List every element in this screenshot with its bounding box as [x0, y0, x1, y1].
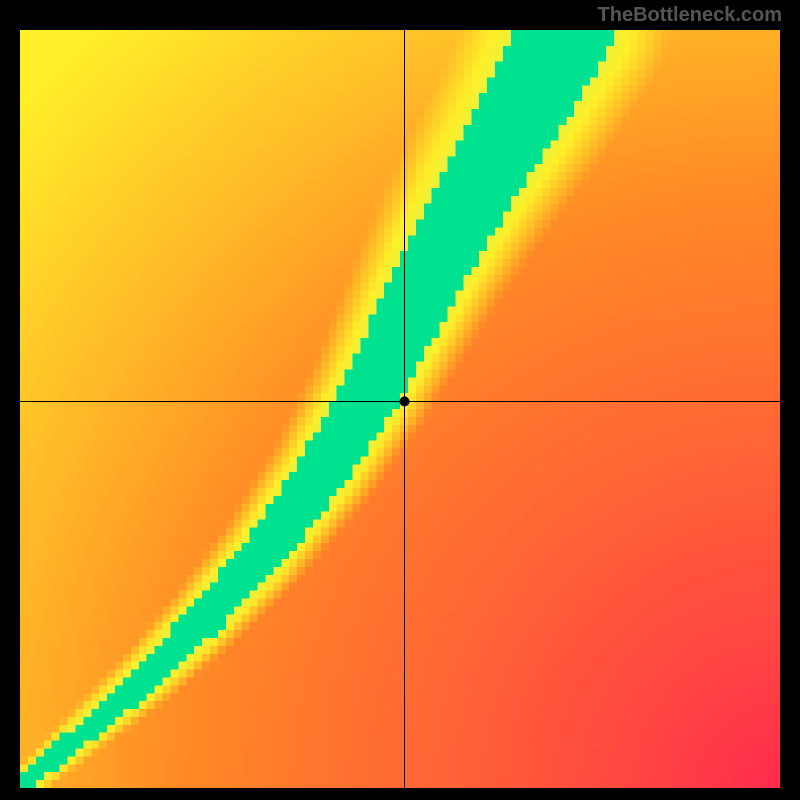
chart-container: TheBottleneck.com	[0, 0, 800, 800]
overlay-canvas	[20, 30, 780, 788]
watermark-text: TheBottleneck.com	[598, 4, 782, 27]
